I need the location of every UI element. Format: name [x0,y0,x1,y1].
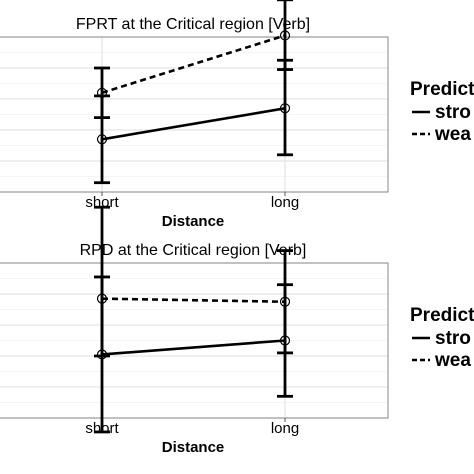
legend-title: Predict [410,305,474,326]
error-bar [277,0,293,71]
data-point [96,134,108,145]
legend-label: stro [435,328,471,349]
legend-title: Predict [410,79,474,100]
panel-border [0,262,389,419]
x-tick-label-short: short [85,194,119,211]
data-point [96,87,108,98]
series-line-solid [101,107,286,141]
chart-title: FPRT at the Critical region [Verb] [76,16,310,33]
series-line-dashed [101,34,286,95]
legend-label: stro [435,102,471,123]
chart-title: RPD at the Critical region [Verb] [80,242,307,259]
data-point [279,103,291,114]
series-line-dashed [101,297,286,304]
x-axis-label: Distance [162,439,225,456]
x-tick-label-long: long [271,194,299,211]
chart-panel-2: RPD at the Critical region [Verb]shortlo… [0,205,474,456]
x-axis-label: Distance [162,213,225,230]
chart-panel-1: FPRT at the Critical region [Verb] short l… [0,0,474,230]
x-tick-label-long: long [271,420,299,437]
data-point [279,296,291,307]
series-line-solid [101,339,286,356]
legend-label: wea [434,124,471,145]
error-bar [94,205,110,358]
data-point [96,293,108,304]
panel-border [0,36,389,193]
legend-label: wea [434,350,471,371]
data-point [279,30,291,41]
